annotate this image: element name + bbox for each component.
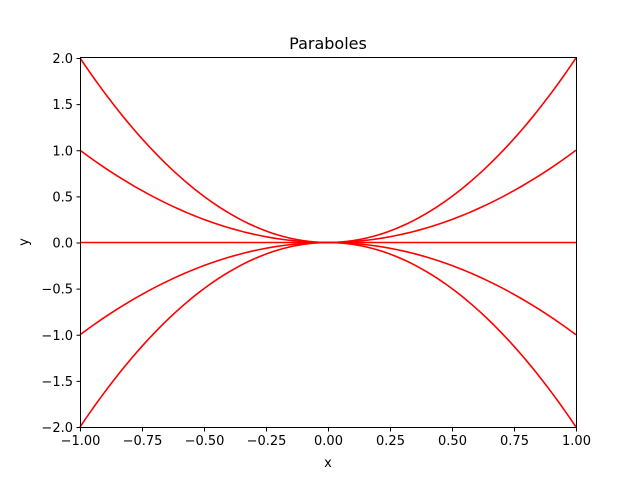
x-tick-label: −1.00 bbox=[61, 434, 101, 449]
y-tick-label: −1.5 bbox=[41, 375, 73, 390]
series-line-1 bbox=[79, 57, 577, 244]
series-line-2 bbox=[79, 149, 577, 244]
y-tick-label: 1.0 bbox=[52, 144, 73, 159]
y-tick-label: −0.5 bbox=[41, 283, 73, 298]
x-tick-label: 1.00 bbox=[562, 434, 591, 449]
y-axis: −2.0 −1.5 −1.0 −0.5 0.0 0.5 1.0 1.5 2.0 bbox=[41, 52, 81, 436]
x-tick-label: 0.50 bbox=[438, 434, 467, 449]
x-tick-label: 0.00 bbox=[314, 434, 343, 449]
x-tick-label: −0.75 bbox=[123, 434, 163, 449]
x-tick-label: 0.25 bbox=[376, 434, 405, 449]
x-tick-label: 0.75 bbox=[500, 434, 529, 449]
y-tick-label: −1.0 bbox=[41, 329, 73, 344]
y-axis-label: y bbox=[17, 238, 32, 246]
x-axis-label: x bbox=[324, 456, 332, 471]
y-tick-label: 2.0 bbox=[52, 52, 73, 67]
series-line-4 bbox=[79, 241, 577, 336]
x-tick-label: −0.25 bbox=[247, 434, 287, 449]
y-tick-label: 0.0 bbox=[52, 237, 73, 252]
y-tick-label: 0.5 bbox=[52, 190, 73, 205]
y-tick-label: 1.5 bbox=[52, 98, 73, 113]
series-layer bbox=[79, 57, 577, 428]
chart-title: Paraboles bbox=[289, 34, 367, 53]
x-tick-label: −0.50 bbox=[185, 434, 225, 449]
series-line-5 bbox=[79, 241, 577, 428]
x-axis: −1.00 −0.75 −0.50 −0.25 0.00 0.25 0.50 0.75 1.00 bbox=[61, 427, 591, 449]
y-tick-label: −2.0 bbox=[41, 421, 73, 436]
